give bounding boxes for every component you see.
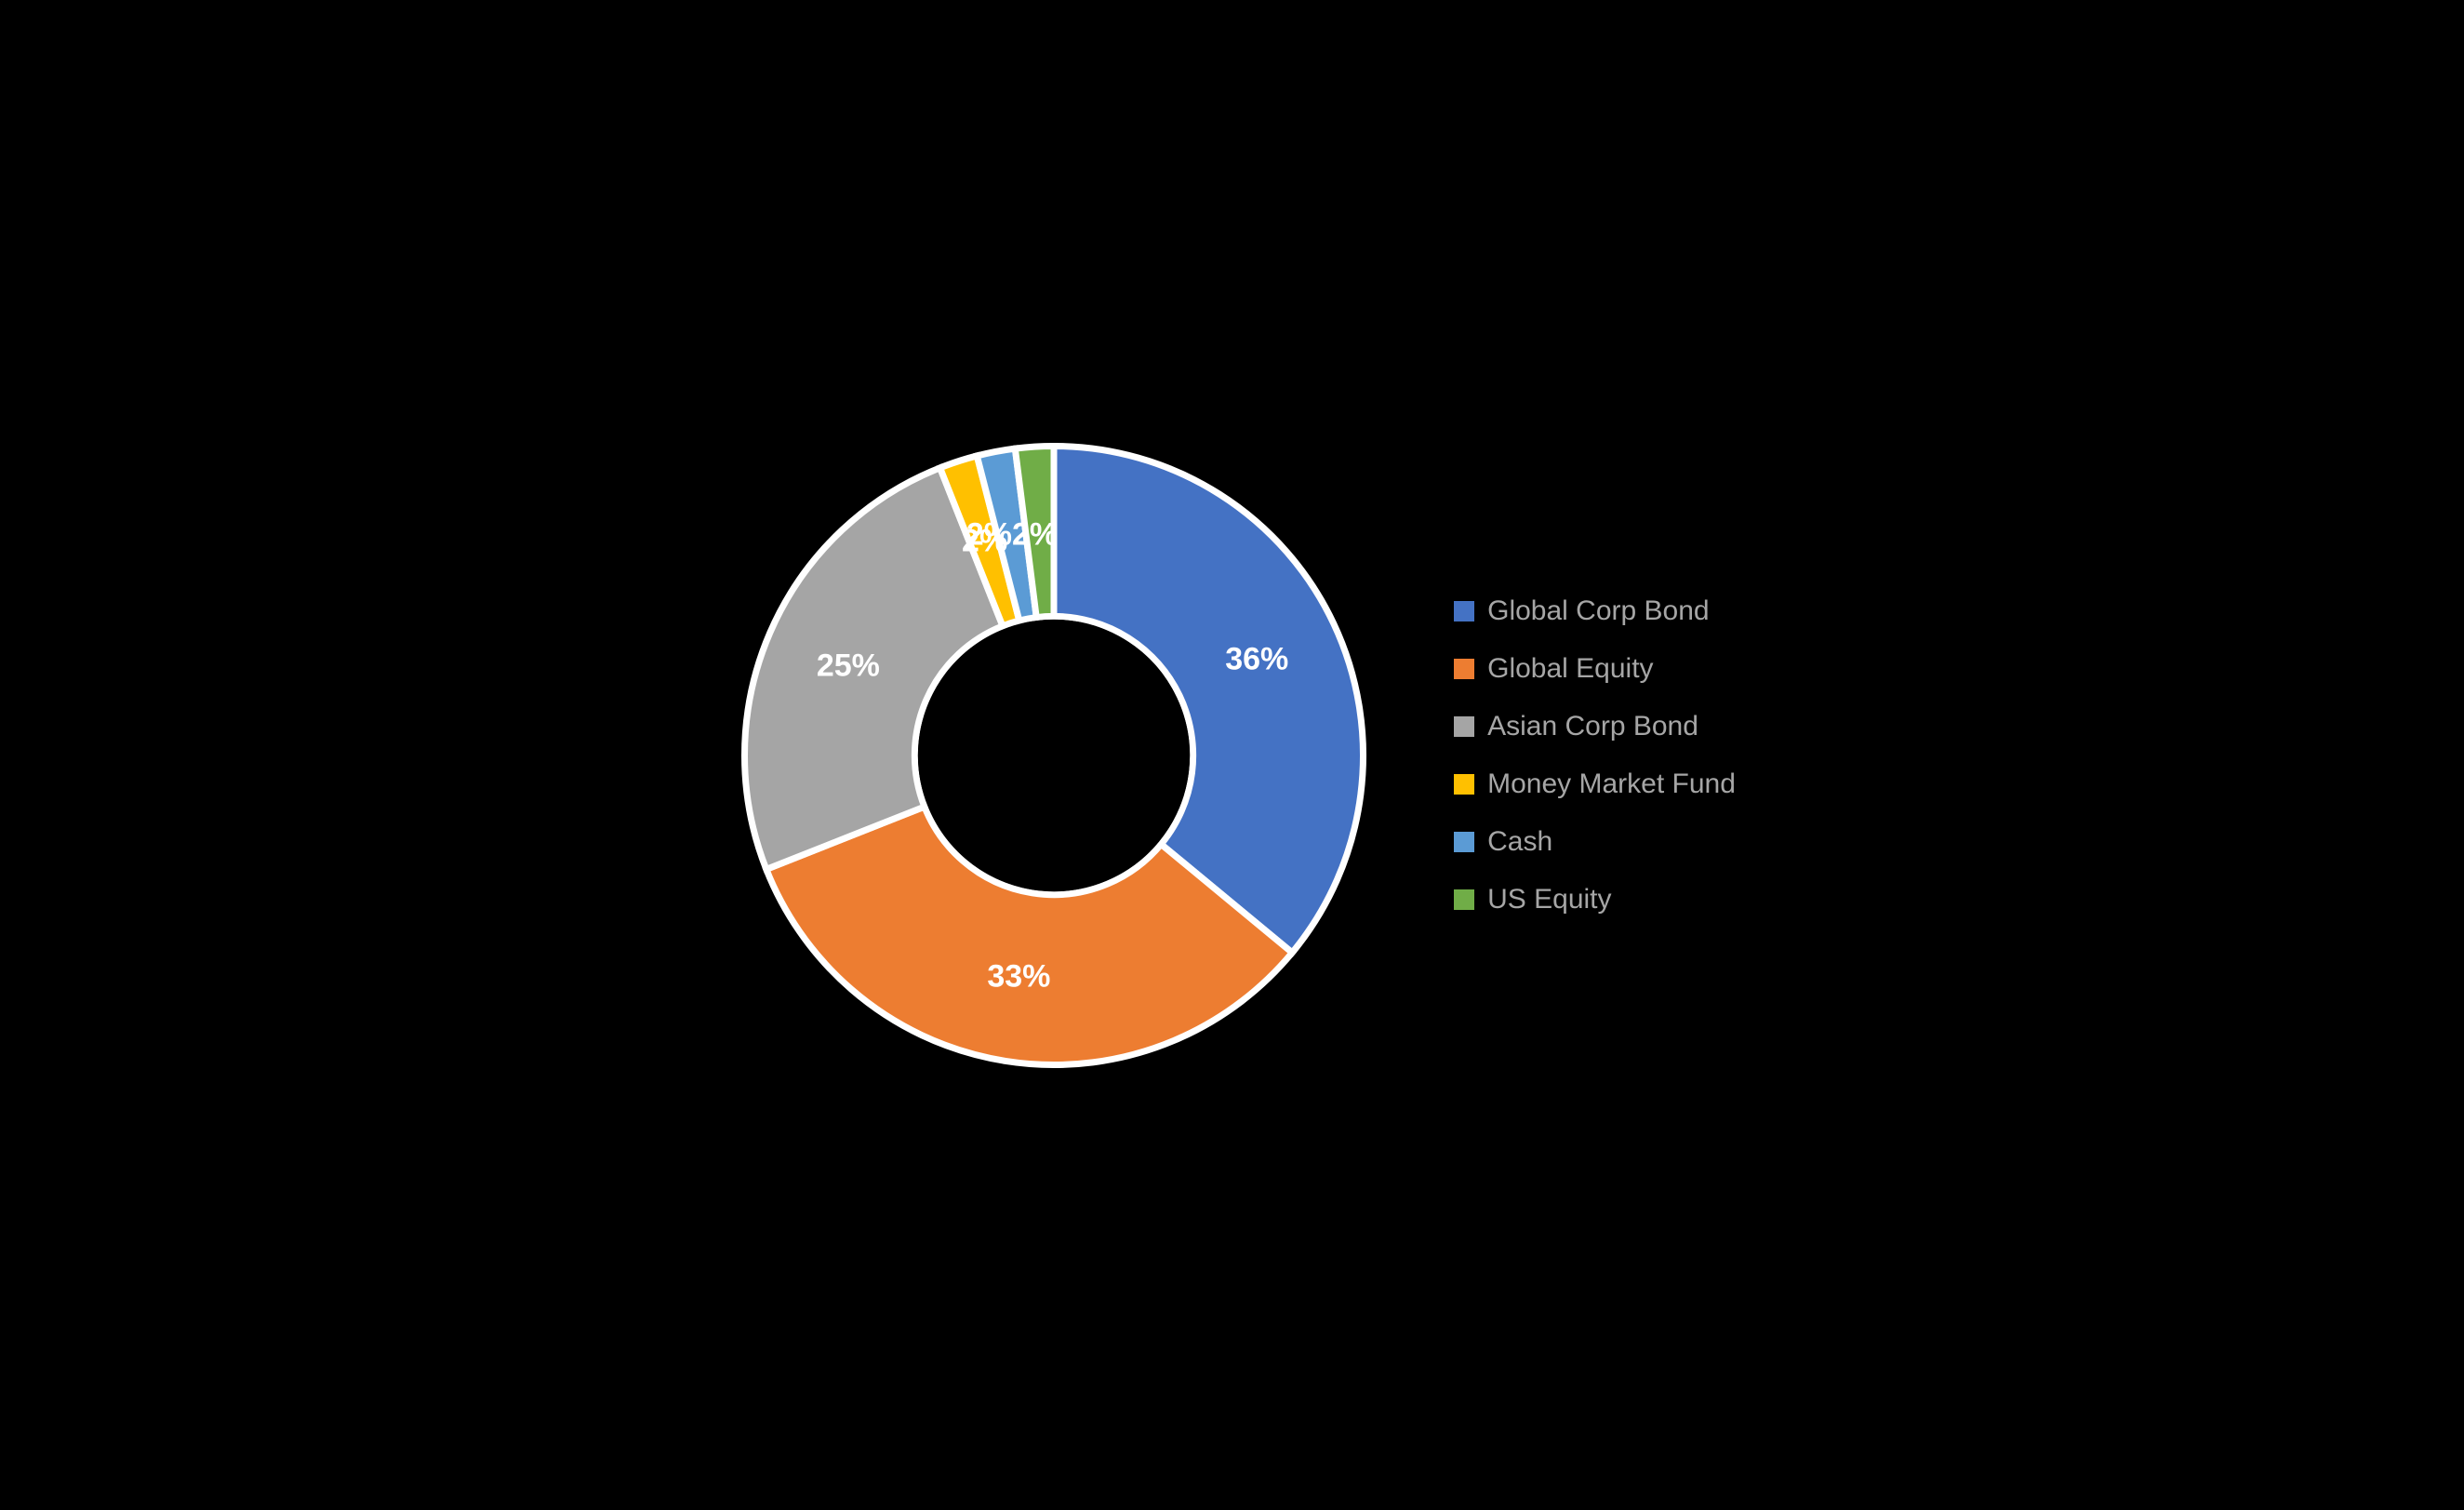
legend-label: US Equity [1487, 884, 1611, 915]
legend-swatch [1454, 774, 1474, 795]
legend: Global Corp Bond Global Equity Asian Corp … [1454, 595, 1736, 915]
donut-svg [728, 430, 1379, 1081]
donut-hole [918, 619, 1190, 890]
legend-swatch [1454, 659, 1474, 679]
legend-swatch [1454, 832, 1474, 852]
legend-item: Cash [1454, 826, 1736, 858]
legend-label: Asian Corp Bond [1487, 711, 1698, 742]
legend-item: US Equity [1454, 884, 1736, 915]
legend-swatch [1454, 716, 1474, 737]
chart-container: 36%33%25%2%2%2% Global Corp Bond Global E… [0, 0, 2464, 1510]
legend-item: Global Corp Bond [1454, 595, 1736, 627]
donut-chart: 36%33%25%2%2%2% [728, 430, 1379, 1081]
legend-label: Money Market Fund [1487, 768, 1736, 800]
legend-item: Global Equity [1454, 653, 1736, 685]
legend-label: Global Corp Bond [1487, 595, 1709, 627]
legend-item: Asian Corp Bond [1454, 711, 1736, 742]
legend-item: Money Market Fund [1454, 768, 1736, 800]
chart-area: 36%33%25%2%2%2% Global Corp Bond Global E… [728, 430, 1736, 1081]
legend-label: Cash [1487, 826, 1552, 858]
legend-swatch [1454, 889, 1474, 910]
legend-swatch [1454, 601, 1474, 621]
legend-label: Global Equity [1487, 653, 1653, 685]
